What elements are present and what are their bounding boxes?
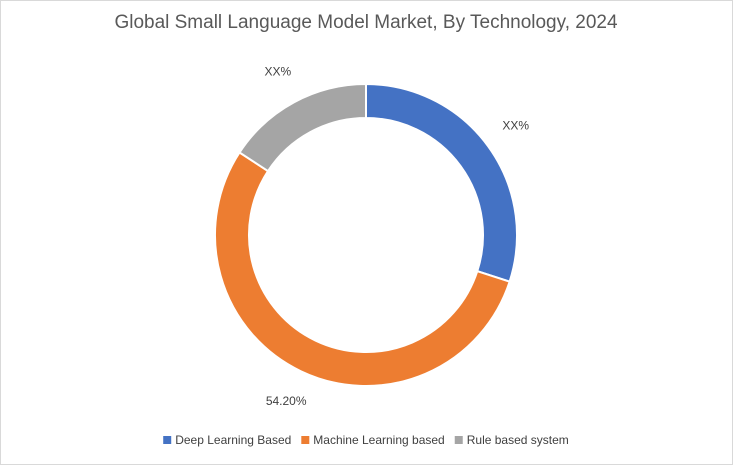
- legend-label: Machine Learning based: [313, 433, 444, 447]
- donut-slice: [238, 82, 367, 173]
- data-label: XX%: [502, 118, 529, 132]
- legend-label: Deep Learning Based: [175, 433, 291, 447]
- legend-swatch: [301, 436, 310, 444]
- donut-slice: [214, 151, 511, 387]
- data-label: XX%: [265, 64, 292, 78]
- data-label: 54.20%: [266, 394, 307, 408]
- legend-label: Rule based system: [467, 433, 569, 447]
- chart-title: Global Small Language Model Market, By T…: [114, 12, 618, 33]
- legend-swatch: [454, 436, 463, 444]
- legend-swatch: [163, 436, 172, 444]
